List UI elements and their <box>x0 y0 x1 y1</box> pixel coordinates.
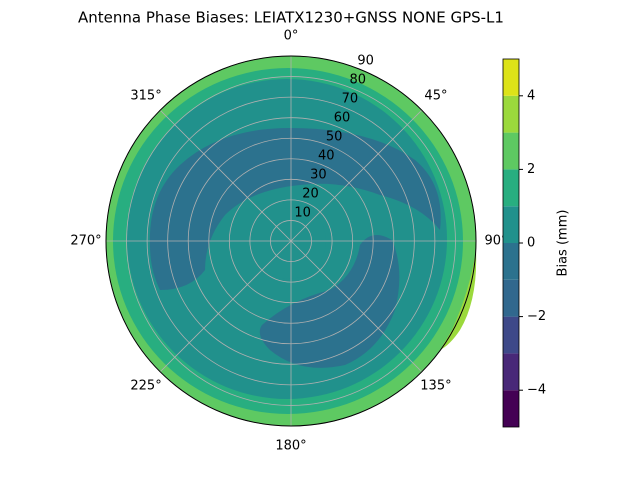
colorbar-band <box>503 353 519 391</box>
theta-tick-label: 0° <box>284 29 299 44</box>
r-tick-label: 40 <box>318 148 335 163</box>
colorbar-tick-label: 4 <box>527 88 535 103</box>
r-tick-label: 10 <box>294 205 311 220</box>
colorbar-tick-label: 2 <box>527 162 535 177</box>
r-tick-label: 20 <box>302 186 319 201</box>
theta-tick-label: 45° <box>424 89 447 104</box>
colorbar-band <box>503 95 519 133</box>
contour-region <box>149 128 441 290</box>
theta-tick-label: 135° <box>420 378 451 393</box>
colorbar-band <box>503 279 519 317</box>
r-tick-label: 70 <box>342 91 359 106</box>
r-tick-label: 90 <box>357 53 374 68</box>
colorbar-band <box>503 169 519 207</box>
colorbar-band <box>503 390 519 427</box>
colorbar-band <box>503 243 519 280</box>
polar-frame <box>105 55 477 427</box>
r-tick-label: 60 <box>334 110 351 125</box>
theta-tick-label: 315° <box>130 89 161 104</box>
colorbar-tick-label: −4 <box>527 383 546 398</box>
colorbar-tick-label: 0 <box>527 236 535 251</box>
theta-tick-label: 90° <box>484 234 507 249</box>
theta-tick-label: 270° <box>70 234 101 249</box>
colorbar-band <box>503 59 519 96</box>
contour-region <box>259 235 400 368</box>
contour-region <box>440 250 477 350</box>
colorbar-band <box>503 316 519 354</box>
grid-line <box>159 109 292 242</box>
r-tick-label: 50 <box>326 129 343 144</box>
colorbar-label: Bias (mm) <box>556 210 571 277</box>
grid-line <box>159 240 292 373</box>
chart-title: Antenna Phase Biases: LEIATX1230+GNSS NO… <box>78 9 504 27</box>
grid-line <box>290 240 423 373</box>
colorbar-band <box>503 206 519 243</box>
colorbar-band <box>503 132 519 170</box>
theta-tick-label: 180° <box>275 439 306 454</box>
grid-line <box>290 109 423 242</box>
r-tick-label: 30 <box>310 167 327 182</box>
theta-tick-label: 225° <box>130 378 161 393</box>
colorbar-tick-label: −2 <box>527 309 546 324</box>
axes: 10 20 30 40 50 60 70 80 90 0° 45° 90° 135° 180° 225° 27… <box>70 29 507 454</box>
r-tick-label: 80 <box>349 72 366 87</box>
